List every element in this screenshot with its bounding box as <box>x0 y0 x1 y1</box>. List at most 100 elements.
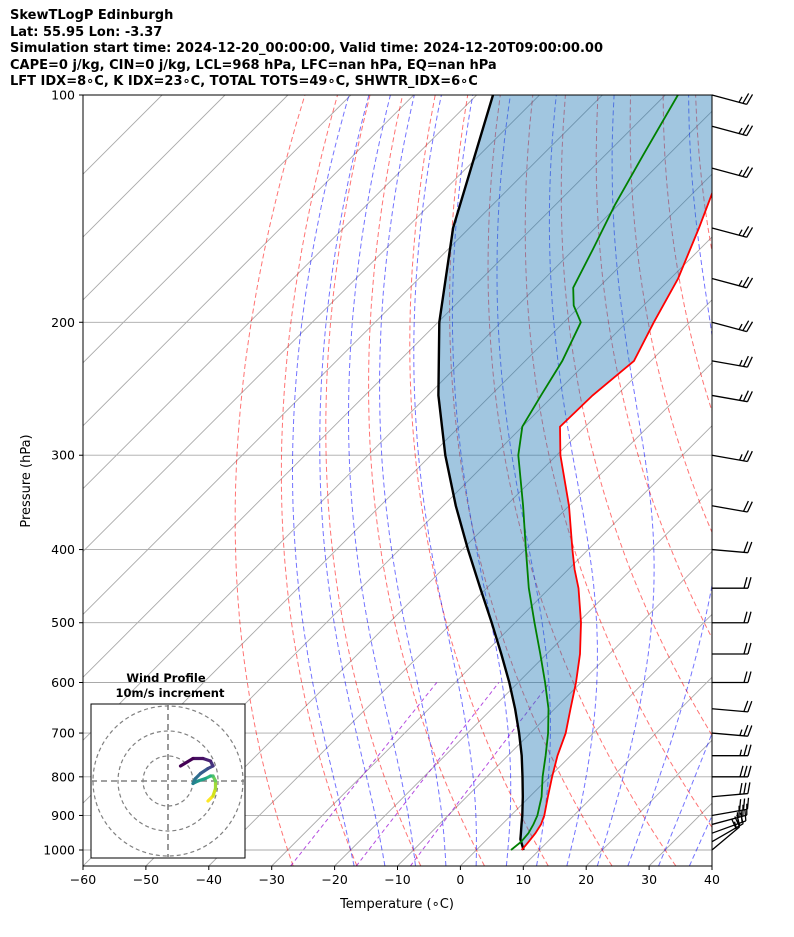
wind-barb-half-feather <box>738 359 743 367</box>
wind-barb-feather <box>743 700 749 712</box>
moist-adiabat-line <box>720 95 794 866</box>
dewpoint-profile-line <box>510 95 679 851</box>
hodograph-trace <box>178 756 218 803</box>
x-tick-label: −10 <box>384 872 410 887</box>
wind-barb-feather <box>742 355 749 367</box>
isotherm-line <box>522 676 712 866</box>
wind-barb <box>712 611 752 624</box>
wind-barb-feather <box>746 167 754 178</box>
wind-barb-feather <box>742 798 746 810</box>
x-tick-label: −40 <box>196 872 222 887</box>
wind-barb-feather <box>743 782 747 795</box>
cape-shading <box>438 95 712 850</box>
wind-barb-staff <box>711 360 748 368</box>
wind-barb-feather <box>743 724 749 737</box>
isotherm-line <box>334 487 712 866</box>
wind-barb-feather <box>747 782 751 794</box>
wind-barbs <box>711 93 754 851</box>
y-tick-label: 500 <box>51 615 75 630</box>
wind-barb <box>711 500 753 513</box>
wind-barb-feather <box>746 797 750 810</box>
isotherm-line <box>83 95 352 364</box>
moist-adiabat-line <box>348 95 416 866</box>
isotherm-line <box>83 95 289 301</box>
moist-adiabat-line <box>292 95 355 866</box>
wind-barb <box>711 226 754 238</box>
wind-barb <box>712 744 752 757</box>
wind-barb-feather <box>747 744 752 756</box>
wind-barb <box>711 450 753 463</box>
wind-barb-feather <box>746 450 753 462</box>
isotherm-line <box>83 95 540 553</box>
wind-barb-staff <box>711 826 740 851</box>
sounding-profiles <box>437 95 712 851</box>
wind-barb <box>711 124 754 137</box>
wind-barb-feather <box>747 577 752 589</box>
wind-barb-feather <box>743 611 748 623</box>
hodograph-title: Wind Profile <box>126 671 206 685</box>
wind-barb-feather <box>739 782 743 795</box>
wind-barb-half-feather <box>738 279 743 287</box>
hodograph-inset: Wind Profile 10m/s increment <box>90 671 246 859</box>
isotherm-line <box>397 550 712 866</box>
wind-barb-staff <box>711 823 744 843</box>
isotherm-line <box>208 362 712 866</box>
wind-barb-feather <box>742 390 749 402</box>
wind-barb-feather <box>746 501 753 513</box>
wind-barb-staff <box>711 321 747 333</box>
y-tick-label: 700 <box>51 726 75 741</box>
wind-barb-feather <box>747 725 753 737</box>
wind-barb-staff <box>711 732 748 737</box>
moist-adiabat-line <box>496 95 551 866</box>
wind-barb <box>711 320 754 333</box>
wind-barb-feather <box>742 166 750 177</box>
wind-barb-feather <box>742 450 749 462</box>
moist-adiabat-line <box>596 95 655 866</box>
isotherm-line <box>83 95 603 616</box>
wind-barb-feather <box>746 277 754 289</box>
moist-adiabat-line <box>548 95 598 866</box>
y-axis-ticks: 1000 900 800 700 600 500 400 300 200 100 <box>43 88 83 858</box>
wind-barb-half-feather <box>738 394 743 401</box>
y-tick-label: 200 <box>51 315 75 330</box>
parcel-profile-line <box>437 95 525 851</box>
isotherm-line <box>83 95 666 678</box>
wind-barb-staff <box>711 277 747 289</box>
dry-adiabat-line <box>280 95 358 866</box>
dry-adiabat-line <box>662 95 712 413</box>
y-tick-label: 100 <box>51 88 75 103</box>
dry-adiabat-line <box>595 95 712 640</box>
y-tick-label: 1000 <box>43 843 75 858</box>
moist-adiabat-line <box>319 95 386 866</box>
wind-barb-feather <box>747 611 752 623</box>
wind-barb <box>711 390 753 403</box>
y-tick-label: 300 <box>51 448 75 463</box>
wind-barb-feather <box>746 391 753 402</box>
wind-barb-staff <box>711 792 748 798</box>
dry-adiabat-line <box>325 95 422 866</box>
simulation-time-line: Simulation start time: 2024-12-20_00:00:… <box>10 41 603 56</box>
wind-barb <box>711 355 753 368</box>
location-line: Lat: 55.95 Lon: -3.37 <box>10 24 163 40</box>
y-tick-label: 400 <box>51 542 75 557</box>
dry-adiabat-line <box>409 95 549 866</box>
moist-adiabat-line <box>451 95 512 866</box>
wind-barb-half-feather <box>739 729 743 736</box>
wind-barb-staff <box>711 814 747 826</box>
x-tick-label: −50 <box>133 872 159 887</box>
dry-adiabat-line <box>368 95 485 866</box>
x-tick-label: −20 <box>321 872 347 887</box>
dry-adiabat-line <box>761 95 794 866</box>
hodograph-ring <box>117 730 219 832</box>
wind-barb <box>712 642 752 655</box>
wind-barb <box>711 797 750 817</box>
wind-barb <box>711 700 753 713</box>
moist-adiabat-line <box>752 95 794 866</box>
mixing-ratio-line <box>290 682 438 866</box>
chart-title: SkewTLogP Edinburgh <box>10 8 174 23</box>
wind-barb-feather <box>746 321 754 332</box>
dry-adiabat-line <box>449 95 613 866</box>
wind-barb <box>712 577 752 589</box>
wind-barb <box>712 671 752 684</box>
